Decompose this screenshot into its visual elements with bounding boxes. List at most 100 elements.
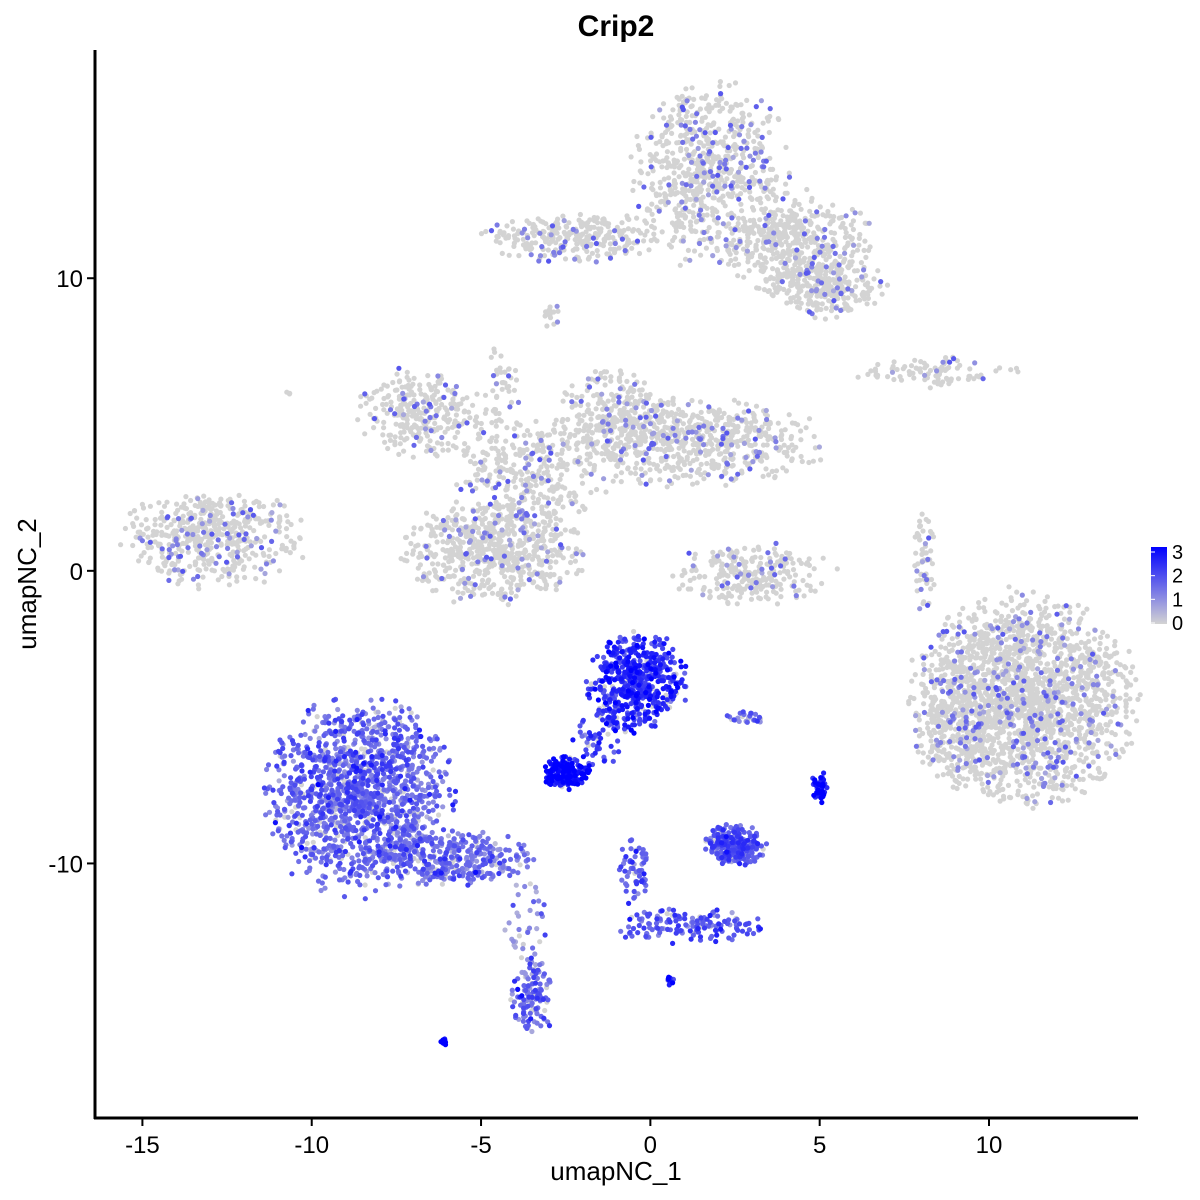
cell-point (761, 246, 767, 252)
cell-point (122, 525, 128, 532)
cell-point (831, 214, 837, 220)
cell-point (688, 227, 694, 233)
cell-point (445, 419, 451, 425)
cell-point (677, 223, 683, 230)
cell-point (834, 314, 840, 320)
cell-point (651, 217, 657, 224)
cell-point (762, 265, 768, 271)
cell-point (798, 288, 804, 294)
cell-point (875, 372, 881, 378)
cell-point (698, 187, 705, 193)
cell-point (771, 220, 777, 226)
cell-point (596, 226, 602, 232)
cell-point (495, 550, 501, 556)
cell-point (511, 426, 517, 432)
cell-point (574, 234, 581, 240)
cell-point (498, 369, 504, 375)
cell-point (574, 394, 580, 400)
cell-point (506, 388, 512, 394)
cell-point (763, 259, 769, 265)
cell-point (817, 204, 823, 210)
cell-point (438, 531, 444, 538)
cell-point (242, 552, 248, 558)
cell-point (744, 97, 750, 103)
cell-point (639, 435, 646, 441)
cell-point (568, 559, 574, 566)
cell-point (1096, 646, 1103, 652)
cell-point (850, 226, 857, 233)
cell-point (681, 461, 688, 468)
cell-point (574, 446, 580, 453)
cell-point (785, 569, 791, 575)
cell-point (591, 393, 597, 399)
cell-point (577, 211, 584, 218)
cell-point (424, 443, 431, 449)
cell-point (381, 382, 387, 388)
cell-point (632, 417, 638, 423)
cell-point (530, 221, 537, 228)
cell-point (456, 581, 462, 587)
cell-point (215, 577, 221, 583)
cell-point (911, 375, 917, 381)
cell-point (908, 363, 915, 369)
cell-point (834, 566, 840, 572)
cell-point (594, 486, 600, 493)
cell-point (773, 194, 779, 200)
cell-point (552, 509, 558, 516)
cell-point (503, 487, 509, 493)
cell-point (806, 459, 812, 466)
cell-point (949, 622, 955, 629)
cell-point (738, 201, 744, 207)
cell-point (666, 140, 672, 146)
cell-point (512, 560, 518, 566)
cell-point (831, 277, 837, 283)
cell-point (547, 315, 554, 321)
cell-point (453, 412, 459, 418)
cell-point (464, 395, 470, 401)
cell-point (919, 681, 925, 687)
cell-point (152, 516, 158, 523)
cell-point (760, 120, 766, 126)
cell-point (853, 284, 859, 290)
cell-point (679, 427, 685, 433)
cell-point (508, 528, 514, 534)
cell-point (592, 369, 599, 375)
cell-point (765, 118, 771, 124)
cell-point (714, 586, 720, 592)
cell-point (691, 575, 697, 581)
cell-point (724, 572, 730, 578)
cell-point (796, 201, 802, 207)
cell-point (410, 381, 416, 387)
cell-point (594, 450, 600, 456)
cell-point (670, 467, 677, 473)
cell-point (545, 247, 551, 253)
cell-point (547, 518, 554, 524)
cell-point (530, 442, 537, 448)
cell-point (603, 489, 609, 495)
cell-point (664, 149, 671, 155)
cell-point (559, 450, 565, 456)
cell-point (508, 585, 514, 591)
cell-point (380, 401, 386, 408)
cell-point (704, 212, 710, 218)
cell-point (657, 179, 663, 185)
cell-point (135, 529, 141, 535)
cell-point (510, 478, 517, 484)
cell-point (394, 387, 400, 393)
cell-point (967, 366, 973, 372)
cell-point (914, 578, 920, 584)
cell-point (726, 82, 732, 89)
cell-point (503, 438, 509, 444)
cell-point (669, 220, 676, 226)
cell-point (477, 435, 483, 441)
cell-point (768, 247, 774, 254)
cell-point (759, 145, 766, 151)
cell-point (632, 470, 639, 477)
cell-point (161, 560, 167, 566)
cell-point (805, 301, 811, 307)
cell-point (686, 208, 692, 215)
cell-point (588, 416, 594, 422)
cell-point (762, 206, 769, 212)
cell-point (535, 539, 541, 545)
cell-point (508, 574, 514, 581)
